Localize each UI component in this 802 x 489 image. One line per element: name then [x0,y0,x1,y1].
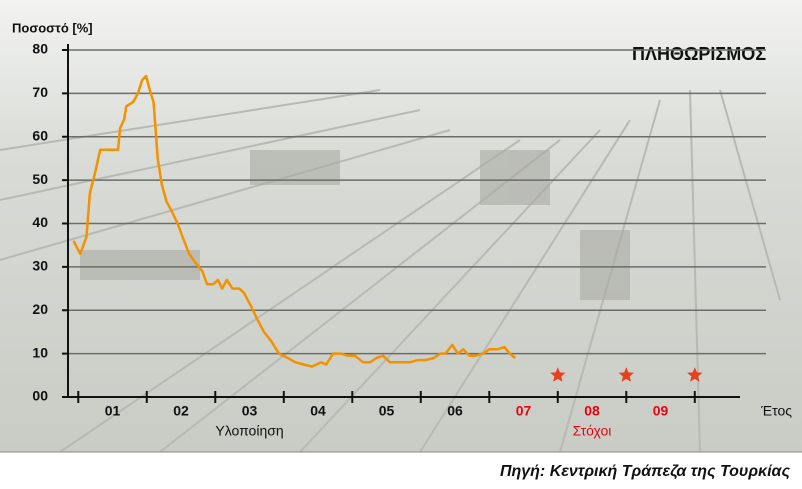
x-tick-label: 02 [173,403,189,419]
y-tick-label: 00 [32,388,48,404]
x-tick-label: 01 [105,403,121,419]
y-tick-label: 20 [32,301,48,317]
y-tick-label: 10 [32,344,48,360]
y-tick-label: 40 [32,214,48,230]
chart-title: ΠΛΗΘΩΡΙΣΜΟΣ [632,44,766,64]
y-tick-label: 80 [32,41,48,57]
x-axis-label: Έτος [760,403,792,419]
source: Πηγή: Κεντρική Τράπεζα της Τουρκίας [500,463,790,480]
y-tick-label: 60 [32,127,48,143]
x-tick-label: 07 [516,403,532,419]
x-tick-label: 05 [379,403,395,419]
x-tick-label: 04 [310,403,326,419]
target-star [618,367,634,382]
y-tick-label: 70 [32,84,48,100]
x-tick-label: 08 [584,403,600,419]
series-label: Στόχοι [573,423,612,439]
x-tick-label: 03 [242,403,258,419]
footer [0,452,802,489]
y-tick-label: 50 [32,171,48,187]
target-star [550,367,566,382]
y-axis-label: Ποσοστό [%] [12,20,93,35]
line [72,74,517,368]
x-tick-label: 06 [447,403,463,419]
series-label: Υλοποίηση [215,423,283,439]
wagon-texture [80,150,630,300]
background-photo [0,0,802,452]
x-tick-label: 09 [653,403,669,419]
target-star [687,367,703,382]
y-tick-label: 30 [32,258,48,274]
